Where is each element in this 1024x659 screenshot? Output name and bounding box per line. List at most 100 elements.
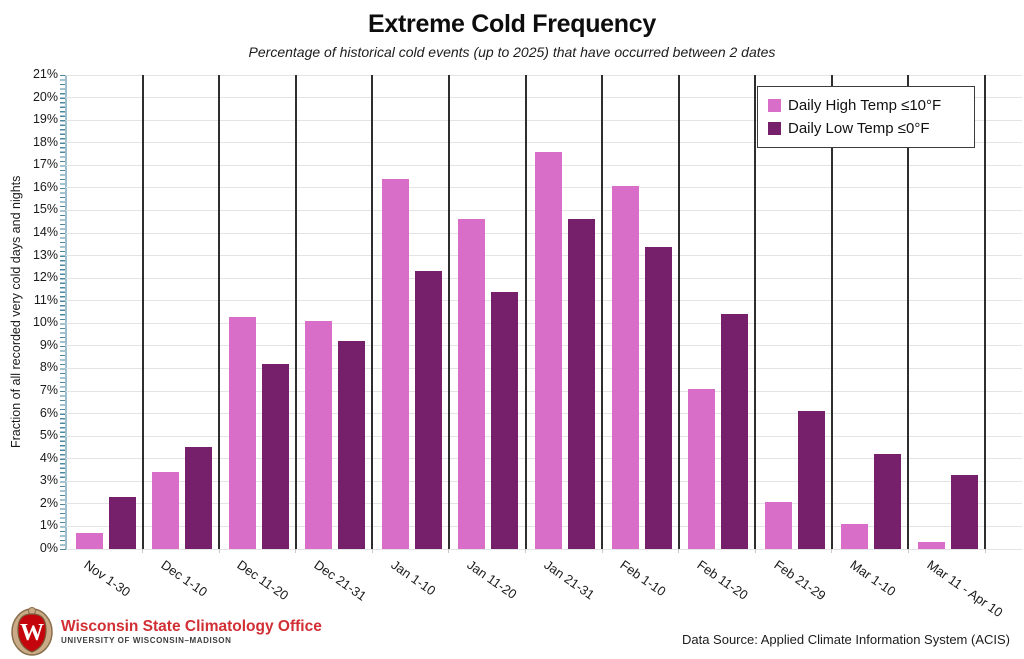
group-separator-line [907,75,910,549]
x-axis-tick [831,549,833,553]
org-subtitle: UNIVERSITY OF WISCONSIN–MADISON [61,636,232,646]
uw-crest-icon: W [11,607,53,656]
bar [338,341,366,549]
bar [917,542,945,549]
chart-subtitle: Percentage of historical cold events (up… [248,44,776,60]
y-gridline [66,142,1022,144]
group-separator-line [294,75,297,549]
bar [152,472,180,549]
bar [108,497,136,549]
y-tick-label: 12% [32,270,58,285]
y-gridline [66,97,1022,99]
x-tick-label: Jan 1-10 [388,557,439,599]
bar [305,321,333,549]
x-axis-tick [907,549,909,553]
legend-item-low: Daily Low Temp ≤0°F [768,117,964,140]
bar [535,151,562,549]
y-tick-label: 1% [39,518,58,533]
y-tick-label: 15% [32,202,58,217]
y-tick-label: 16% [32,179,58,194]
x-axis-tick [448,549,450,553]
y-tick-label: 11% [33,292,58,307]
y-tick-label: 2% [39,495,58,510]
y-tick-label: 7% [39,383,58,397]
legend-swatch-high [768,99,781,112]
group-separator-line [141,75,144,549]
y-tick-label: 6% [39,405,58,420]
y-tick-label: 8% [39,360,58,375]
y-tick-label: 18% [32,134,58,149]
x-tick-label: Jan 11-20 [464,557,520,602]
y-tick-label: 19% [32,112,58,127]
x-axis-tick [525,549,526,553]
group-separator-line [371,75,374,549]
bar [75,533,103,549]
svg-text:W: W [20,620,44,646]
group-separator-line [601,75,604,549]
bar [458,219,486,549]
bar [414,271,442,549]
group-separator-line [447,75,450,549]
org-branding: W Wisconsin State Climatology Office UNI… [10,606,322,656]
y-tick-label: 3% [39,473,58,488]
group-separator-line [984,75,986,549]
bar [568,219,595,549]
org-name: Wisconsin State Climatology Office [61,617,322,635]
x-tick-label: Dec 11-20 [234,557,292,604]
legend-label-low: Daily Low Temp ≤0°F [788,120,930,137]
x-axis-tick [754,549,756,553]
bar [611,185,639,549]
x-tick-label: Feb 21-29 [770,557,829,604]
bar [841,524,869,549]
y-tick-label: 10% [32,315,58,330]
org-text-block: Wisconsin State Climatology Office UNIVE… [61,617,322,645]
bar [874,454,902,549]
legend-item-high: Daily High Temp ≤10°F [768,94,964,117]
y-tick-label: 21% [32,67,58,81]
y-gridline [66,119,1022,121]
group-separator-line [677,75,680,549]
y-tick-label: 14% [32,225,58,239]
x-axis-tick [142,549,144,553]
x-tick-label: Feb 11-20 [694,557,751,603]
y-tick-label: 13% [32,247,58,262]
x-axis-tick [601,549,603,553]
chart-title: Extreme Cold Frequency [368,10,656,38]
y-gridline [66,74,1022,76]
y-tick-label: 0% [39,541,58,555]
data-source-note: Data Source: Applied Climate Information… [681,632,1010,647]
x-axis-tick [678,549,680,553]
x-tick-label: Nov 1-30 [81,557,134,600]
bar [950,474,978,549]
x-tick-label: Jan 21-31 [541,557,598,603]
x-tick-label: Dec 21-31 [311,557,370,604]
x-axis-tick [295,549,297,553]
x-tick-label: Dec 1-10 [158,557,211,600]
bar [688,388,716,549]
bar [644,246,672,549]
group-separator-line [218,75,221,549]
bar [261,363,289,549]
x-axis-tick [218,549,220,553]
y-tick-label: 9% [39,337,58,352]
bar [185,447,213,549]
x-tick-label: Mar 11 - Apr 10 [924,557,1006,621]
x-axis-tick [371,549,373,553]
bar [381,178,409,549]
y-tick-label: 17% [32,157,58,172]
y-axis-minor-ticks [60,75,66,550]
group-separator-line [524,75,527,549]
bar [764,501,792,549]
bar [797,411,825,549]
y-tick-label: 5% [39,428,58,443]
y-gridline [66,548,1022,550]
legend: Daily High Temp ≤10°F Daily Low Temp ≤0°… [757,86,975,148]
legend-label-high: Daily High Temp ≤10°F [788,97,942,114]
bar [228,316,256,549]
y-tick-label: 4% [39,450,58,465]
y-axis-line [65,75,67,549]
legend-swatch-low [768,122,781,135]
x-axis-tick [984,549,986,553]
